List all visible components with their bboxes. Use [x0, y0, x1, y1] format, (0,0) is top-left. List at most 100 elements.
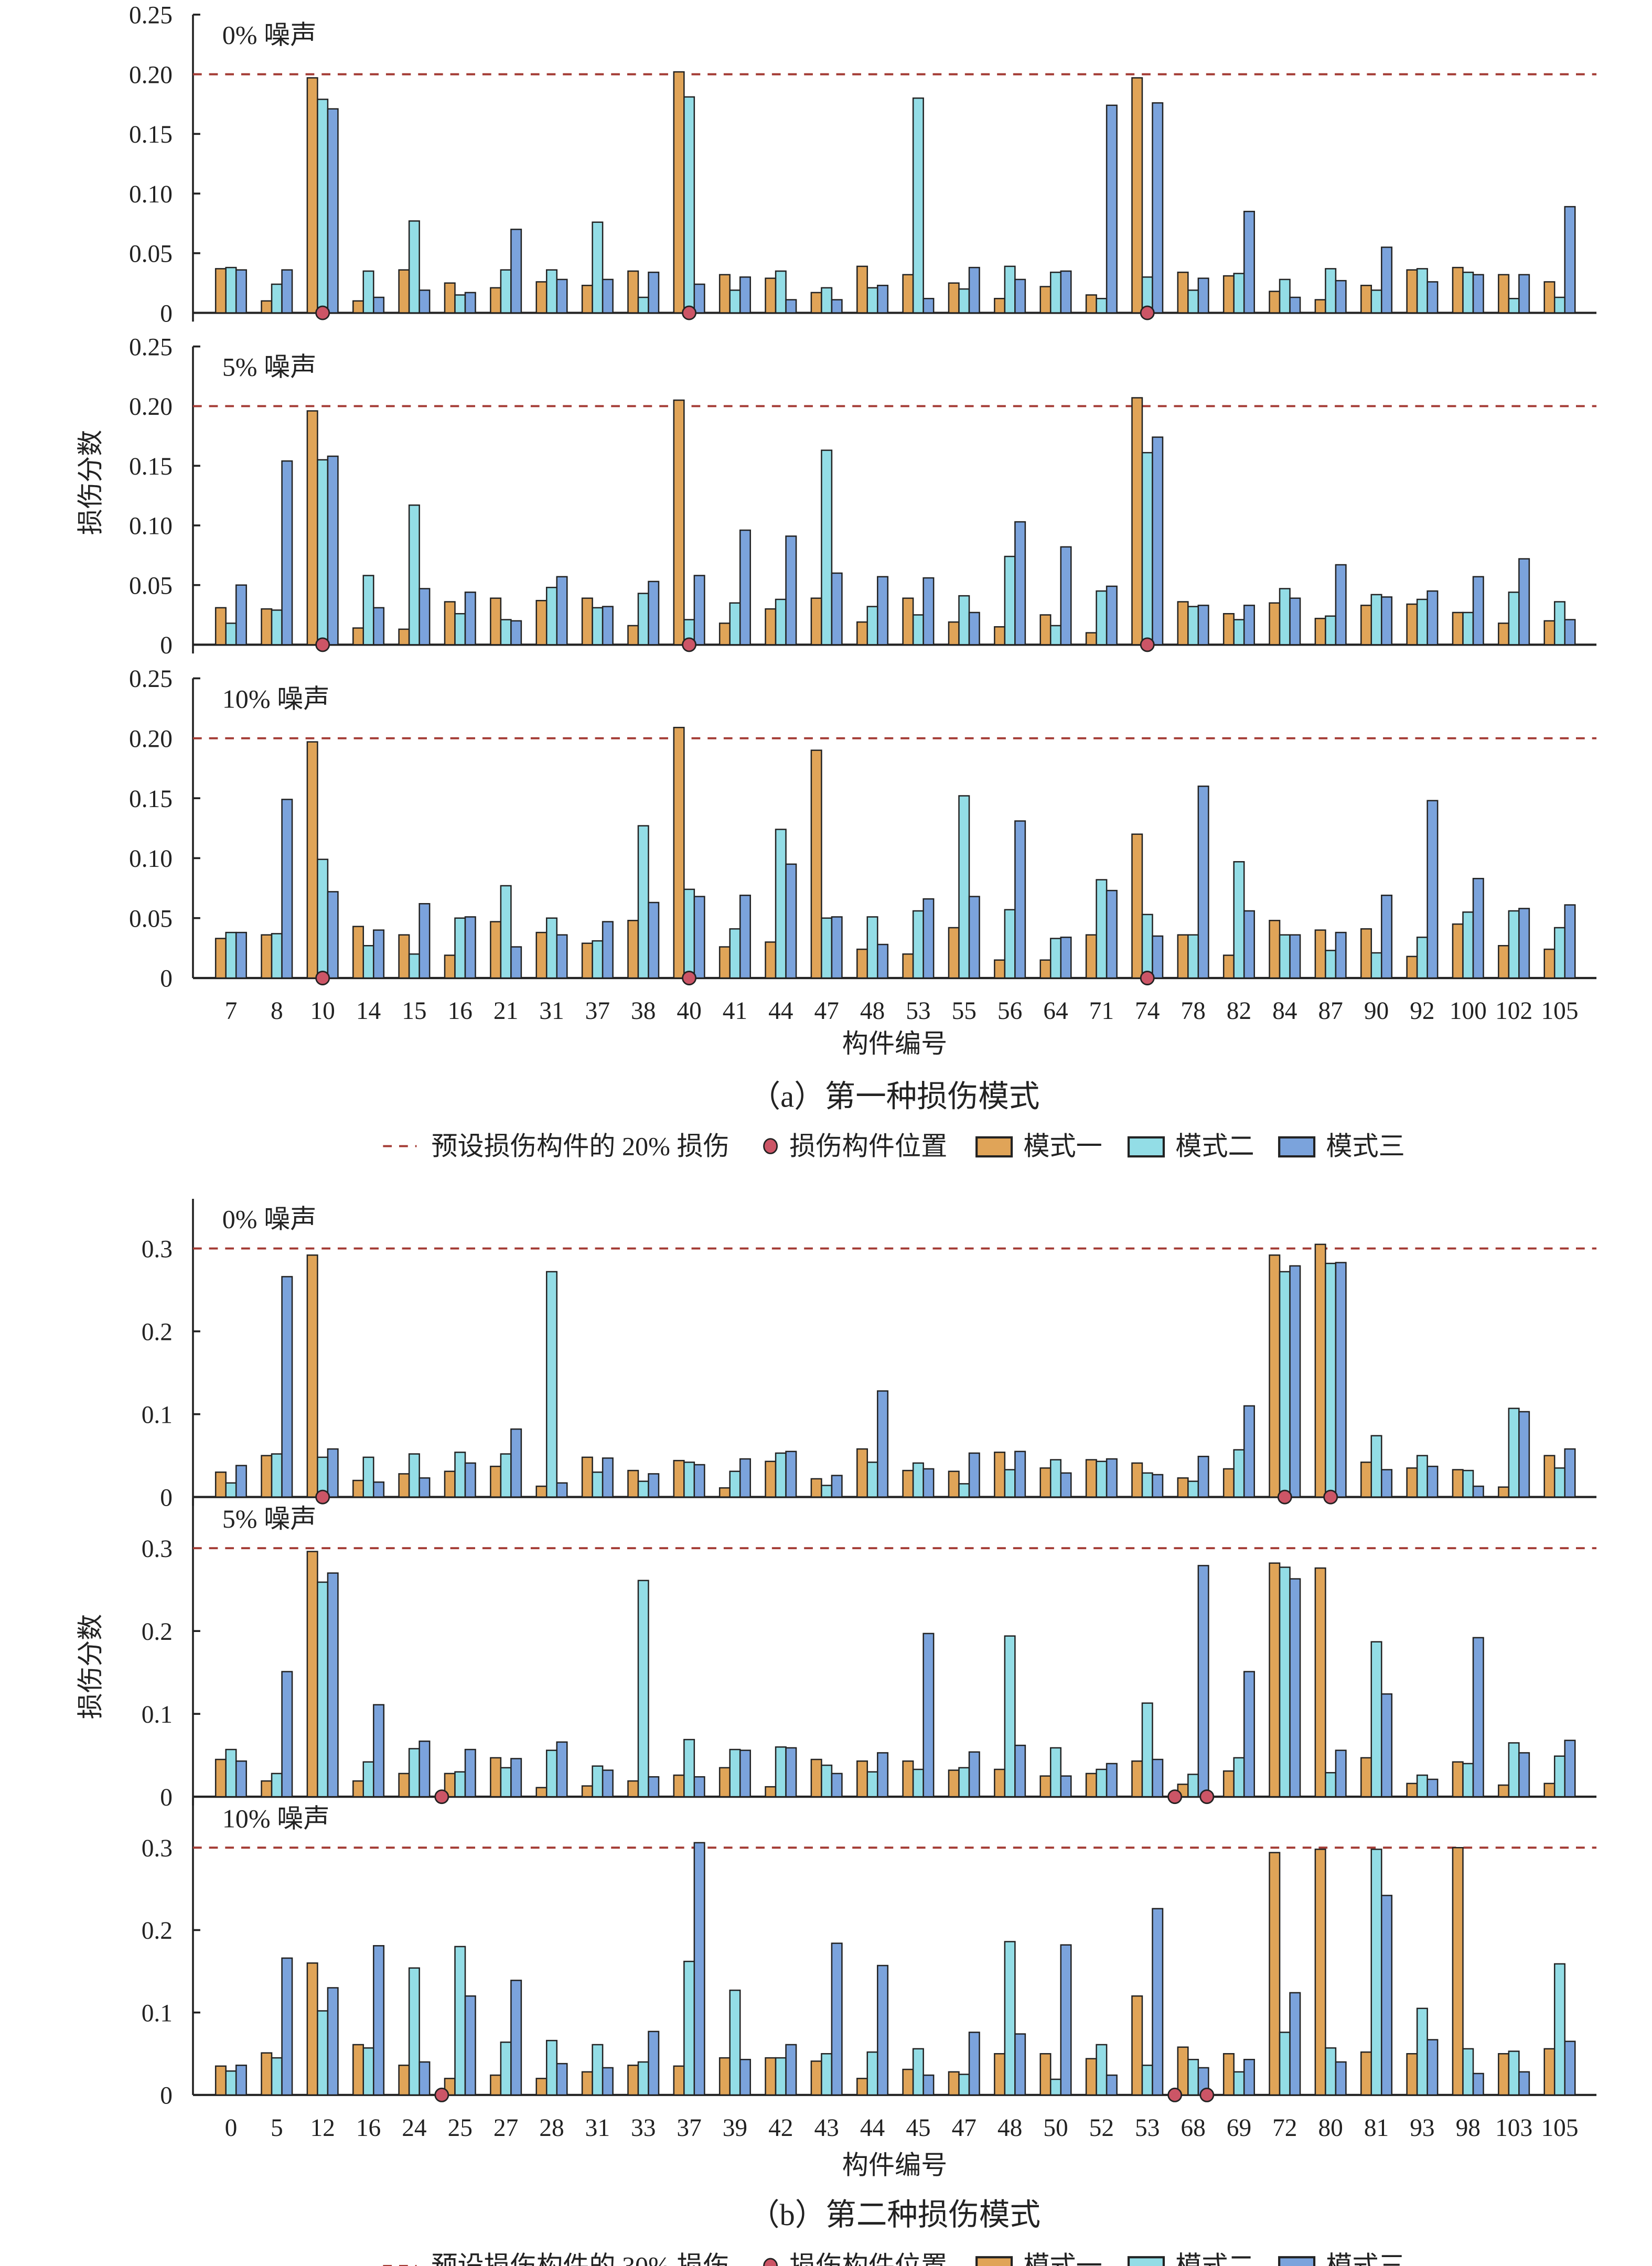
bar-模式一-102 [1498, 274, 1510, 314]
bar-模式三-90 [1381, 895, 1393, 979]
damage-location-marker [1140, 305, 1155, 320]
bar-模式一-25 [444, 1470, 456, 1498]
bar-模式一-72 [1269, 1254, 1281, 1498]
bar-模式二-98 [1462, 2048, 1474, 2096]
bar-模式一-53 [902, 597, 914, 646]
bar-模式二-48 [1004, 1941, 1016, 2096]
bar-模式一-50 [1039, 1775, 1052, 1798]
bar-模式三-105 [1564, 2041, 1576, 2096]
bar-模式一-100 [1452, 611, 1464, 646]
bar-模式三-31 [556, 576, 568, 646]
bar-模式二-105 [1553, 1963, 1566, 2096]
bar-模式三-81 [1381, 1693, 1393, 1798]
bar-模式一-21 [490, 921, 502, 979]
bar-模式一-78 [1177, 601, 1189, 646]
bar-模式二-37 [592, 221, 604, 314]
bar-模式二-25 [454, 1452, 466, 1498]
bar-模式二-53 [912, 910, 924, 979]
bar-模式一-52 [1085, 2058, 1097, 2096]
bar-模式一-81 [1360, 2051, 1372, 2096]
bar-模式三-69 [1243, 1671, 1255, 1798]
bar-模式三-48 [877, 285, 889, 314]
bar-模式一-93 [1406, 2053, 1418, 2096]
bar-模式三-47 [831, 299, 843, 314]
bar-模式二-24 [408, 1453, 420, 1498]
bar-模式一-80 [1314, 1567, 1326, 1798]
y-axis-title: 损伤分数 [76, 1614, 105, 1720]
bar-模式二-12 [317, 1581, 329, 1798]
bar-模式二-16 [454, 294, 466, 314]
bar-模式一-90 [1360, 928, 1372, 979]
bar-模式三-42 [785, 1747, 797, 1798]
bar-模式一-42 [765, 1460, 777, 1498]
bar-模式二-14 [362, 945, 374, 979]
panel-5: 0 0.1 0.2 0.3 10% 噪声 0 5 12 16 24 25 27 28 31 33 37 39 42… [142, 1798, 1597, 2142]
bar-模式一-69 [1222, 2053, 1235, 2096]
bar-模式二-38 [637, 593, 649, 646]
bar-模式二-55 [958, 795, 970, 979]
bar-模式一-33 [627, 2064, 639, 2096]
y-tick-label: 0.25 [129, 2, 173, 29]
bar-模式二-78 [1187, 289, 1199, 314]
bar-模式二-105 [1553, 1467, 1566, 1498]
bar-模式三-48 [1014, 1451, 1026, 1498]
x-tick-label: 0 [225, 2114, 238, 2142]
bar-模式三-100 [1472, 878, 1484, 979]
bar-模式三-84 [1289, 296, 1301, 314]
bar-模式一-56 [994, 298, 1006, 314]
bar-模式三-52 [1106, 2074, 1118, 2096]
bar-模式三-31 [556, 278, 568, 314]
bar-模式三-31 [602, 1769, 614, 1798]
bar-模式二-53 [912, 614, 924, 646]
bar-模式一-100 [1452, 923, 1464, 979]
bar-模式二-39 [729, 1470, 741, 1498]
bar-模式一-39 [718, 1487, 731, 1498]
bar-模式二-80 [1325, 1772, 1337, 1798]
bar-模式二-47 [958, 2074, 970, 2096]
x-tick-label: 52 [1089, 2114, 1114, 2142]
bar-模式三-48 [877, 943, 889, 979]
bar-模式二-21 [500, 269, 512, 314]
legend-series-label: 模式二 [1175, 2251, 1254, 2266]
bar-模式三-87 [1335, 280, 1347, 314]
bar-模式一-16 [444, 954, 456, 979]
legend-marker-label: 损伤构件位置 [789, 1131, 947, 1161]
noise-label: 5% 噪声 [222, 1504, 317, 1533]
bar-模式三-25 [464, 1462, 476, 1498]
bar-模式一-82 [1222, 954, 1235, 979]
bar-模式三-42 [785, 2044, 797, 2096]
bar-模式一-74 [1131, 77, 1143, 314]
bar-模式三-74 [1152, 102, 1164, 314]
x-tick-label: 92 [1410, 997, 1434, 1025]
bar-模式一-45 [902, 1469, 914, 1498]
bar-模式二-15 [408, 220, 420, 314]
bar-模式二-37 [683, 1960, 695, 2096]
bar-模式三-16 [373, 1704, 385, 1798]
bar-模式一-5 [261, 2052, 273, 2096]
bar-模式一-31 [581, 2071, 593, 2096]
bar-模式一-64 [1039, 614, 1052, 646]
x-tick-label: 45 [906, 2114, 930, 2142]
x-tick-label: 8 [271, 997, 283, 1025]
bar-模式一-12 [306, 1551, 318, 1798]
bar-模式一-28 [535, 1485, 548, 1498]
bar-模式二-8 [271, 283, 283, 314]
y-tick-label: 0.15 [129, 121, 173, 148]
bar-模式一-31 [581, 1785, 593, 1798]
bar-模式一-45 [902, 2068, 914, 2096]
bar-模式三-21 [510, 620, 522, 646]
legend-series-swatch [975, 2256, 1013, 2266]
bar-模式三-92 [1426, 590, 1439, 646]
bar-模式二-56 [1004, 265, 1016, 314]
bar-模式三-72 [1289, 1578, 1301, 1798]
bar-模式二-25 [454, 1771, 466, 1798]
bar-模式一-98 [1452, 1761, 1464, 1798]
y-tick-label: 0 [160, 300, 173, 327]
bar-模式一-14 [352, 926, 364, 979]
bar-模式三-80 [1335, 1749, 1347, 1798]
bar-模式二-82 [1233, 273, 1245, 314]
bar-模式三-16 [373, 1945, 385, 2096]
bar-模式三-47 [831, 916, 843, 979]
bar-模式三-45 [922, 2074, 935, 2096]
damage-location-marker [682, 971, 697, 985]
